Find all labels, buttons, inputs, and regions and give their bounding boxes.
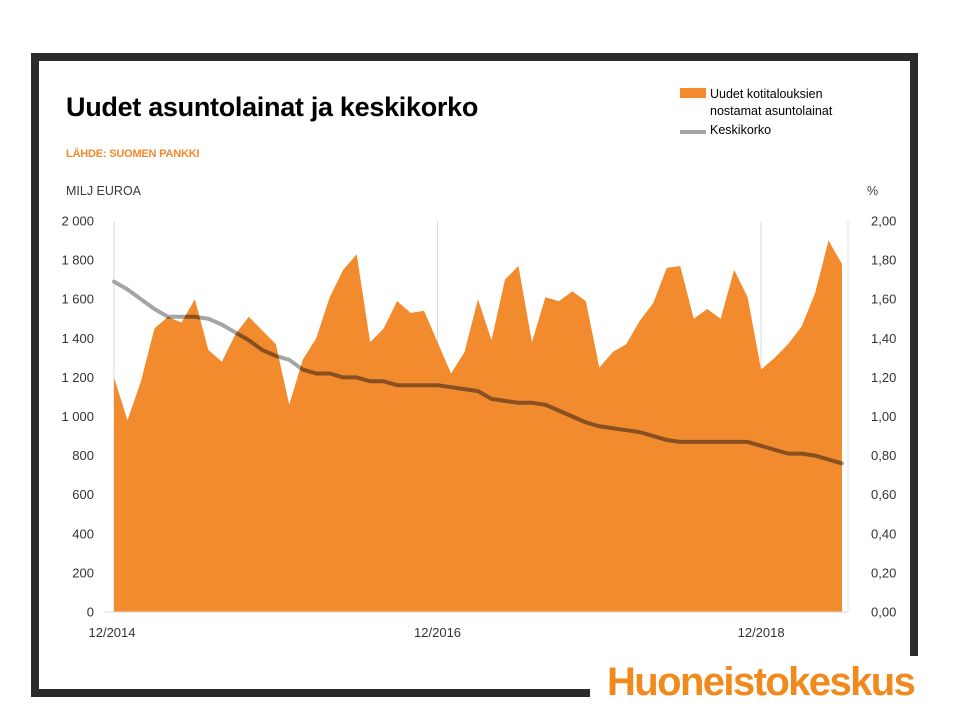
chart-title: Uudet asuntolainat ja keskikorko — [66, 92, 479, 122]
legend-item-loans: Uudet kotitalouksien nostamat asuntolain… — [680, 86, 832, 120]
left-tick-label: 1 200 — [61, 370, 94, 385]
left-tick-label: 2 000 — [61, 214, 94, 229]
chart-source: LÄHDE: SUOMEN PANKKI — [66, 148, 200, 160]
left-tick-label: 1 000 — [61, 409, 94, 424]
right-tick-label: 1,80 — [871, 253, 896, 268]
x-tick-label: 12/2014 — [89, 625, 136, 640]
legend-swatch-line — [680, 130, 706, 134]
right-tick-label: 2,00 — [871, 214, 896, 229]
right-tick-label: 0,40 — [871, 526, 896, 541]
right-tick-label: 0,80 — [871, 448, 896, 463]
right-tick-label: 1,40 — [871, 331, 896, 346]
left-tick-label: 200 — [72, 565, 94, 580]
legend-item-rate: Keskikorko — [680, 122, 832, 139]
brand-area — [590, 656, 960, 720]
right-axis-unit: % — [867, 184, 879, 198]
legend-label-rate: Keskikorko — [710, 123, 772, 137]
chart-legend: Uudet kotitalouksien nostamat asuntolain… — [680, 86, 832, 139]
right-tick-label: 1,00 — [871, 409, 896, 424]
right-tick-label: 0,00 — [871, 605, 896, 620]
right-tick-label: 0,20 — [871, 565, 896, 580]
left-tick-label: 800 — [72, 448, 94, 463]
left-tick-label: 1 400 — [61, 331, 94, 346]
left-tick-label: 400 — [72, 526, 94, 541]
right-tick-label: 0,60 — [871, 487, 896, 502]
left-tick-label: 600 — [72, 487, 94, 502]
legend-label-loans-line2: nostamat asuntolainat — [710, 104, 833, 118]
x-tick-label: 12/2016 — [414, 625, 461, 640]
x-tick-label: 12/2018 — [738, 625, 785, 640]
legend-label-loans-line1: Uudet kotitalouksien — [710, 87, 823, 101]
left-tick-label: 0 — [87, 605, 94, 620]
left-tick-label: 1 600 — [61, 292, 94, 307]
left-axis-unit: MILJ EUROA — [66, 184, 142, 198]
left-tick-label: 1 800 — [61, 253, 94, 268]
brand-logo: Huoneistokeskus — [607, 660, 916, 704]
right-tick-label: 1,20 — [871, 370, 896, 385]
right-tick-label: 1,60 — [871, 292, 896, 307]
loans-area — [114, 240, 842, 613]
legend-swatch-area — [680, 88, 706, 98]
